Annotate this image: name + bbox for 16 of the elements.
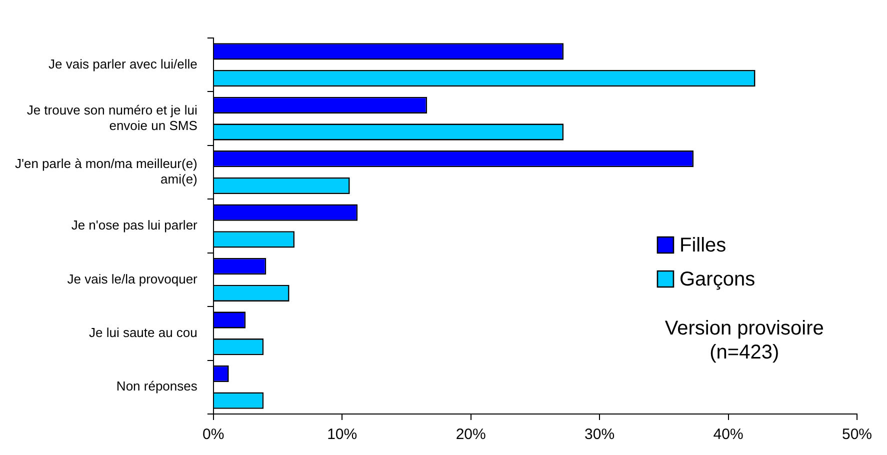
x-tick-label: 10% — [327, 426, 358, 444]
x-tick-label: 50% — [842, 426, 872, 444]
y-tick-label: Je vais parler avec lui/elle — [48, 56, 198, 72]
y-tick-label: Je vais le/la provoquer — [67, 271, 198, 286]
y-tick-label: Je n'ose pas lui parler — [71, 218, 198, 233]
y-tick-label: Je trouve son numéro et je lui envoie un SMS — [26, 102, 198, 133]
x-tick-label: 40% — [713, 426, 744, 444]
x-tick-label: 30% — [584, 426, 615, 444]
x-tick-label: 0% — [202, 426, 224, 444]
legend-label: Garçons — [679, 268, 756, 291]
legend-label: Filles — [679, 234, 726, 257]
y-tick-label: Je lui saute au cou — [88, 325, 198, 340]
y-tick-label: J'en parle à mon/ma meilleur(e) ami(e) — [14, 156, 198, 187]
annotation: Version provisoire (n=423) — [664, 318, 824, 364]
y-tick-label: Non réponses — [116, 378, 198, 394]
x-tick-label: 20% — [456, 426, 486, 444]
